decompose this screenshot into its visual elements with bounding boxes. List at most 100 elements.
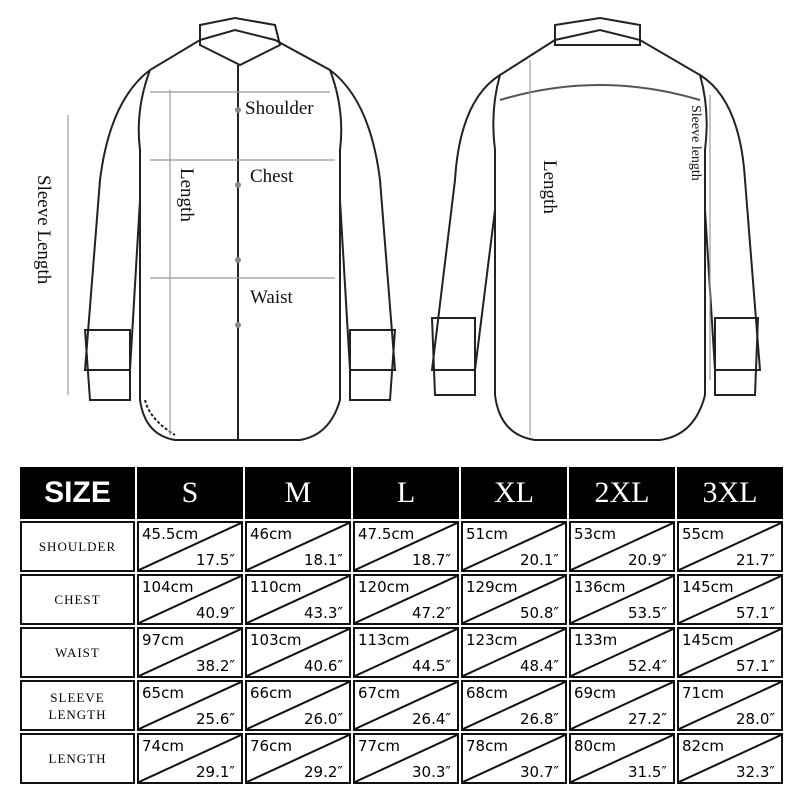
size-header: SIZE (20, 467, 135, 519)
inch-value: 48.4″ (519, 657, 559, 675)
cm-value: 74cm (142, 737, 184, 755)
diagonal-divider (247, 629, 349, 676)
cm-value: 53cm (574, 525, 616, 543)
measurement-cell: 51cm 20.1″ (461, 521, 567, 572)
row-label: CHEST (20, 574, 135, 625)
diagonal-divider (571, 735, 673, 782)
measurement-cell: 104cm 40.9″ (137, 574, 243, 625)
inch-value: 29.1″ (195, 763, 235, 781)
cm-value: 113cm (358, 631, 410, 649)
cm-value: 69cm (574, 684, 616, 702)
chest-label: Chest (250, 166, 294, 187)
cm-value: 120cm (358, 578, 410, 596)
cm-value: 129cm (466, 578, 518, 596)
cm-value: 133m (574, 631, 618, 649)
diagonal-divider (355, 523, 457, 570)
cm-value: 82cm (682, 737, 724, 755)
diagonal-divider (247, 735, 349, 782)
cm-value: 45.5cm (142, 525, 199, 543)
diagonal-divider (463, 735, 565, 782)
diagonal-divider (679, 629, 781, 676)
measurement-cell: 76cm 29.2″ (245, 733, 351, 784)
measurement-cell: 120cm 47.2″ (353, 574, 459, 625)
size-header-2xl: 2XL (569, 467, 675, 519)
inch-value: 57.1″ (735, 604, 775, 622)
cm-value: 46cm (250, 525, 292, 543)
diagonal-divider (139, 682, 241, 729)
measurement-cell: 145cm 57.1″ (677, 627, 783, 678)
size-header-xl: XL (461, 467, 567, 519)
table-row: SLEEVE LENGTH 65cm 25.6″ 66cm 26.0″ 67cm 26.4″… (20, 680, 783, 731)
cm-value: 55cm (682, 525, 724, 543)
diagonal-divider (355, 682, 457, 729)
cm-value: 123cm (466, 631, 518, 649)
measurement-cell: 68cm 26.8″ (461, 680, 567, 731)
cm-value: 77cm (358, 737, 400, 755)
measurement-cell: 53cm 20.9″ (569, 521, 675, 572)
shoulder-label: Shoulder (245, 98, 314, 119)
inch-value: 26.0″ (303, 710, 343, 728)
measurement-cell: 69cm 27.2″ (569, 680, 675, 731)
row-label: WAIST (20, 627, 135, 678)
inch-value: 30.7″ (519, 763, 559, 781)
table-row: CHEST 104cm 40.9″ 110cm 43.3″ 120cm 47.2″ 129cm… (20, 574, 783, 625)
inch-value: 32.3″ (735, 763, 775, 781)
inch-value: 27.2″ (627, 710, 667, 728)
back-sleeve-length-label: Sleeve length (688, 105, 703, 181)
measurement-cell: 66cm 26.0″ (245, 680, 351, 731)
diagonal-divider (247, 682, 349, 729)
inch-value: 18.7″ (411, 551, 451, 569)
diagonal-divider (679, 682, 781, 729)
measurement-cell: 55cm 21.7″ (677, 521, 783, 572)
cm-value: 51cm (466, 525, 508, 543)
front-sleeve-length-label: Sleeve Length (33, 175, 54, 285)
cm-value: 110cm (250, 578, 302, 596)
diagonal-divider (247, 523, 349, 570)
cm-value: 66cm (250, 684, 292, 702)
table-row: LENGTH 74cm 29.1″ 76cm 29.2″ 77cm 30.3″ 78cm 30.… (20, 733, 783, 784)
inch-value: 18.1″ (303, 551, 343, 569)
diagonal-divider (139, 576, 241, 623)
inch-value: 57.1″ (735, 657, 775, 675)
table-header-row: SIZE S M L XL 2XL 3XL (20, 467, 783, 519)
cm-value: 136cm (574, 578, 626, 596)
measurement-cell: 74cm 29.1″ (137, 733, 243, 784)
front-length-label: Length (176, 168, 197, 222)
cm-value: 78cm (466, 737, 508, 755)
measurement-cell: 78cm 30.7″ (461, 733, 567, 784)
measurement-cell: 46cm 18.1″ (245, 521, 351, 572)
size-header-l: L (353, 467, 459, 519)
measurement-cell: 65cm 25.6″ (137, 680, 243, 731)
inch-value: 21.7″ (735, 551, 775, 569)
inch-value: 31.5″ (627, 763, 667, 781)
inch-value: 17.5″ (195, 551, 235, 569)
row-label: LENGTH (20, 733, 135, 784)
size-header-s: S (137, 467, 243, 519)
measurement-cell: 136cm 53.5″ (569, 574, 675, 625)
measurement-cell: 129cm 50.8″ (461, 574, 567, 625)
diagonal-divider (355, 629, 457, 676)
inch-value: 29.2″ (303, 763, 343, 781)
diagonal-divider (139, 523, 241, 570)
diagonal-divider (679, 523, 781, 570)
cm-value: 104cm (142, 578, 194, 596)
diagonal-divider (571, 682, 673, 729)
inch-value: 30.3″ (411, 763, 451, 781)
cm-value: 67cm (358, 684, 400, 702)
measurement-cell: 145cm 57.1″ (677, 574, 783, 625)
inch-value: 20.1″ (519, 551, 559, 569)
row-label: SLEEVE LENGTH (20, 680, 135, 731)
size-chart-table: SIZE S M L XL 2XL 3XL SHOULDER 45.5cm 17.5… (18, 465, 785, 786)
measurement-cell: 77cm 30.3″ (353, 733, 459, 784)
size-header-3xl: 3XL (677, 467, 783, 519)
inch-value: 26.4″ (411, 710, 451, 728)
inch-value: 20.9″ (627, 551, 667, 569)
cm-value: 65cm (142, 684, 184, 702)
inch-value: 40.6″ (303, 657, 343, 675)
diagonal-divider (139, 629, 241, 676)
cm-value: 145cm (682, 631, 734, 649)
front-shirt-drawing (67, 16, 762, 441)
diagonal-divider (571, 629, 673, 676)
inch-value: 43.3″ (303, 604, 343, 622)
cm-value: 103cm (250, 631, 302, 649)
